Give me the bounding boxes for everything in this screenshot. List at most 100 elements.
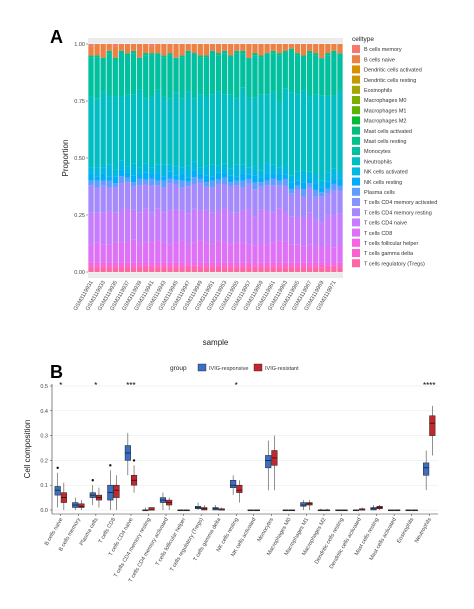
bar-segment-nk-cells-resting [228,175,234,183]
bar-segment-b-cells-naive [258,44,264,56]
bar-segment-nk-cells-activated [100,167,106,174]
legend-swatch-neutrophils [352,157,360,166]
bar-segment-t-cells-follicular-helper [203,262,210,266]
bar-segment-neutrophils [313,94,319,174]
bar-segment-monocytes [313,55,319,95]
boxplot-responsive-t-cells-cd4-naive [124,433,131,476]
bar-segment-mast-cells-resting [167,53,173,56]
bar-segment-monocytes [100,57,106,92]
bar-segment-nk-cells-resting [94,176,100,181]
legend-swatch-t-cells-cd4-memory-resting [352,208,360,217]
bar-segment-monocytes [319,58,325,96]
legend-label-t-cells-cd4-memory-activated: T cells CD4 memory activated [364,200,437,206]
bar-segment-t-cells-cd4-naive [215,211,222,241]
bar-segment-t-cells-regulatory-tregs [209,267,216,272]
bar-segment-t-cells-gamma-delta [325,265,331,268]
bar-segment-monocytes [331,53,337,96]
bar-segment-t-cells-cd4-naive [179,210,185,241]
bar-segment-nk-cells-activated [167,164,173,172]
bar-segment-t-cells-follicular-helper [215,262,222,266]
bar-segment-t-cells-cd4-naive [130,209,137,240]
bar-segment-monocytes [197,57,203,95]
bar-segment-t-cells-cd4-naive [325,215,331,245]
bar-segment-t-cells-gamma-delta [215,265,222,268]
bar-segment-t-cells-regulatory-tregs [294,267,301,272]
bar-segment-t-cells-cd4-naive [282,211,288,242]
bar-segment-t-cells-cd4-memory-resting [258,186,264,210]
bar-segment-nk-cells-resting [294,180,301,186]
bar-segment-t-cells-cd8 [94,242,100,263]
bar-segment-neutrophils [143,98,149,164]
bar-segment-t-cells-follicular-helper [264,262,270,266]
bar-segment-t-cells-gamma-delta [228,265,234,268]
bar-segment-t-cells-follicular-helper [118,262,125,266]
boxplot-responsive-b-cells-naive [54,466,61,508]
bar-segment-t-cells-regulatory-tregs [264,267,270,272]
bar-segment-t-cells-regulatory-tregs [325,267,331,272]
bar-segment-t-cells-cd4-memory-resting [161,187,167,213]
bar-segment-t-cells-gamma-delta [240,265,246,268]
bar-segment-monocytes [155,53,161,90]
box [429,415,436,436]
bar-segment-t-cells-cd4-memory-resting [252,189,258,217]
legend-label-nk-cells-activated: NK cells activated [364,170,408,176]
panel-label-b: B [50,362,63,382]
bar-segment-plasma-cells [276,180,282,186]
bar-segment-b-cells-naive [264,44,270,54]
bar-segment-t-cells-regulatory-tregs [258,267,264,272]
bar-segment-plasma-cells [106,180,112,188]
bar-segment-t-cells-cd4-naive [106,210,112,245]
bar-segment-t-cells-cd8 [215,240,222,263]
bar-segment-t-cells-cd8 [313,246,319,263]
bar-segment-b-cells-naive [185,44,191,51]
bar-segment-monocytes [306,53,313,97]
bar-segment-t-cells-gamma-delta [143,265,149,268]
bar-segment-t-cells-cd4-memory-resting [88,185,94,213]
bar-segment-t-cells-cd4-naive [234,212,240,243]
boxplot-responsive-eosinophils [405,509,412,512]
bar-segment-nk-cells-activated [288,175,295,183]
bar-segment-neutrophils [300,90,307,171]
boxplot-resistant-macrophages-m2 [323,508,331,512]
bar-segment-nk-cells-activated [197,167,203,174]
bar-segment-nk-cells-activated [258,170,264,178]
bar-segment-nk-cells-resting [209,176,216,181]
legend-label-dendritic-cells-resting: Dendritic cells resting [364,78,416,84]
boxplot-responsive-t-cells-follicular-helper [177,509,184,512]
bar-segment-b-cells-naive [173,44,179,58]
bar-segment-mast-cells-resting [258,55,264,58]
bar-segment-nk-cells-resting [234,176,240,181]
bar-segment-t-cells-regulatory-tregs [124,267,131,272]
bar-segment-nk-cells-activated [185,165,191,178]
bar-segment-t-cells-cd8 [258,242,264,263]
bar-segment-plasma-cells [313,189,319,197]
bar-segment-t-cells-follicular-helper [337,262,343,266]
bar-segment-b-cells-naive [203,44,210,56]
legend-swatch-t-cells-gamma-delta [352,249,360,257]
legend-label-t-cells-cd4-naive: T cells CD4 naive [364,221,407,227]
boxplot-responsive-dendritic-cells-activated [352,509,360,512]
bar-segment-neutrophils [185,91,191,166]
bar-segment-t-cells-cd4-naive [191,208,197,243]
bar-segment-neutrophils [306,96,313,172]
bar-segment-nk-cells-activated [136,167,143,174]
bar-segment-t-cells-cd8 [124,242,131,263]
bar-segment-plasma-cells [306,183,313,188]
bar-segment-t-cells-cd4-naive [167,210,173,245]
bar-segment-plasma-cells [130,182,137,187]
bar-segment-t-cells-regulatory-tregs [252,267,258,272]
bar-segment-nk-cells-resting [270,173,276,179]
bar-segment-nk-cells-resting [306,178,313,184]
bar-segment-nk-cells-activated [130,163,137,176]
bar-segment-plasma-cells [88,180,94,186]
bar-segment-mast-cells-resting [203,55,210,58]
bar-segment-nk-cells-resting [124,172,131,178]
bar-segment-plasma-cells [203,182,210,187]
bar-segment-neutrophils [197,94,203,168]
bar-segment-t-cells-cd4-naive [143,208,149,243]
boxplot-responsive-nk-cells-activated [247,509,254,512]
bar-segment-t-cells-follicular-helper [246,262,252,266]
box [148,507,155,511]
bar-segment-t-cells-cd4-naive [136,212,143,245]
bar-segment-t-cells-follicular-helper [197,262,203,266]
